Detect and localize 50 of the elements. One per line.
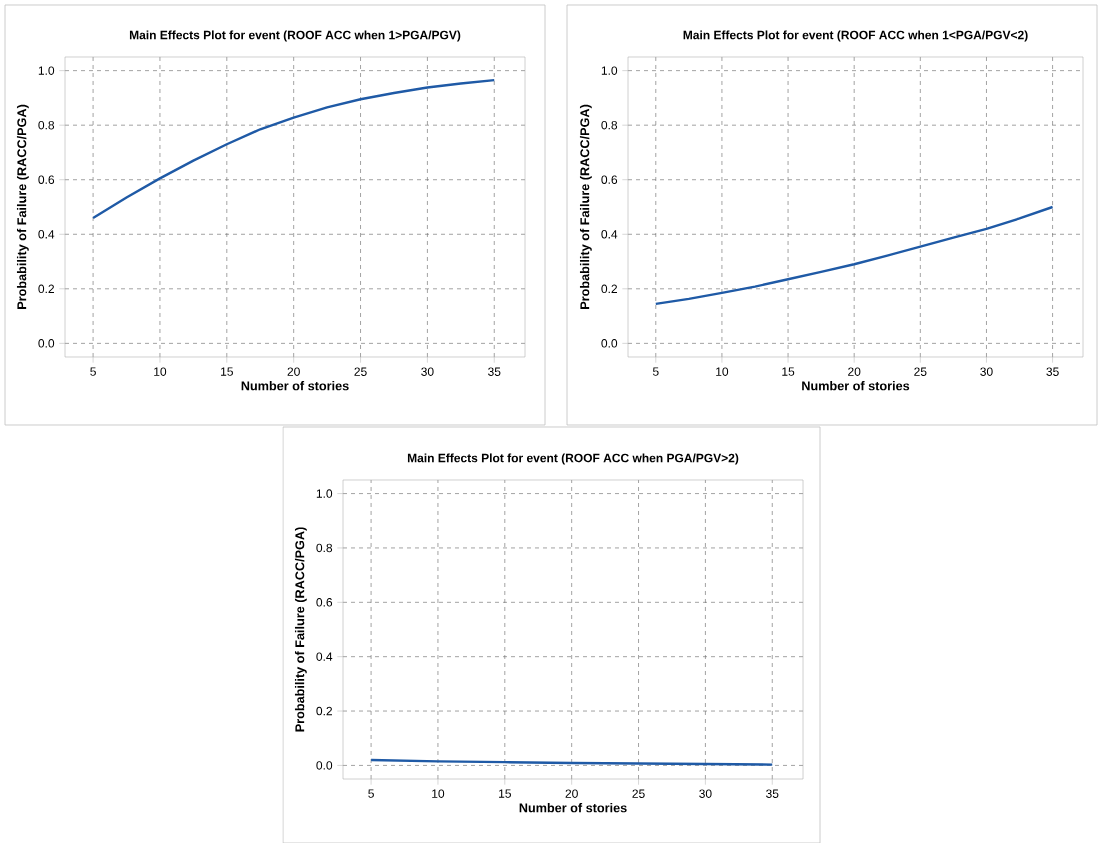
x-tick-label: 10 — [432, 789, 445, 798]
x-tick-label: 20 — [848, 367, 861, 376]
chart-title: Main Effects Plot for event (ROOF ACC when PGA/PGV>2) — [407, 453, 739, 465]
y-tick-label: 0.8 — [38, 120, 55, 130]
x-tick-label: 20 — [287, 367, 300, 376]
y-tick-label: 0.8 — [601, 120, 618, 130]
chart-title: Main Effects Plot for event (ROOF ACC when 1>PGA/PGV) — [129, 30, 461, 42]
x-tick-label: 15 — [499, 789, 511, 798]
x-tick-label: 30 — [699, 789, 712, 798]
x-tick-label: 30 — [980, 367, 993, 376]
x-axis-title: Number of stories — [519, 803, 627, 813]
x-axis-title: Number of stories — [241, 381, 349, 391]
y-tick-label: 0.6 — [38, 175, 55, 184]
chart-title: Main Effects Plot for event (ROOF ACC when 1<PGA/PGV<2) — [683, 30, 1028, 42]
x-tick-label: 35 — [1046, 367, 1059, 376]
x-tick-label: 25 — [914, 367, 927, 376]
y-axis-title: Probability of Failure (RACC/PGA) — [579, 104, 592, 309]
y-tick-label: 1.0 — [601, 66, 618, 75]
y-tick-label: 0.4 — [316, 652, 333, 661]
x-tick-label: 35 — [766, 789, 779, 798]
x-tick-label: 10 — [154, 367, 167, 376]
x-tick-label: 30 — [421, 367, 434, 376]
y-tick-label: 0.4 — [38, 230, 55, 239]
x-tick-label: 5 — [90, 367, 96, 376]
x-tick-label: 35 — [488, 367, 501, 376]
y-tick-label: 0.8 — [316, 543, 333, 553]
y-axis-title: Probability of Failure (RACC/PGA) — [294, 527, 307, 732]
y-tick-label: 1.0 — [38, 66, 55, 75]
y-tick-label: 0.2 — [316, 706, 332, 716]
line-series — [654, 205, 1054, 306]
y-axis-title: Probability of Failure (RACC/PGA) — [16, 104, 29, 309]
x-tick-label: 5 — [652, 367, 659, 376]
y-tick-label: 0.0 — [38, 339, 55, 348]
x-axis-title: Number of stories — [802, 381, 910, 391]
y-tick-label: 0.4 — [601, 230, 618, 239]
x-tick-label: 15 — [221, 367, 233, 376]
x-tick-label: 25 — [354, 367, 367, 376]
y-tick-label: 0.6 — [601, 175, 618, 184]
line-series — [91, 78, 496, 220]
x-tick-label: 20 — [565, 789, 578, 798]
x-tick-label: 10 — [716, 367, 729, 376]
x-tick-label: 25 — [632, 789, 645, 798]
y-tick-label: 0.0 — [601, 339, 618, 348]
y-tick-label: 0.2 — [38, 284, 54, 294]
y-tick-label: 0.0 — [316, 761, 333, 770]
x-tick-label: 15 — [782, 367, 795, 376]
y-tick-label: 0.6 — [316, 598, 333, 607]
y-tick-label: 0.2 — [601, 284, 617, 294]
y-tick-label: 1.0 — [316, 489, 333, 498]
x-tick-label: 5 — [368, 789, 374, 798]
